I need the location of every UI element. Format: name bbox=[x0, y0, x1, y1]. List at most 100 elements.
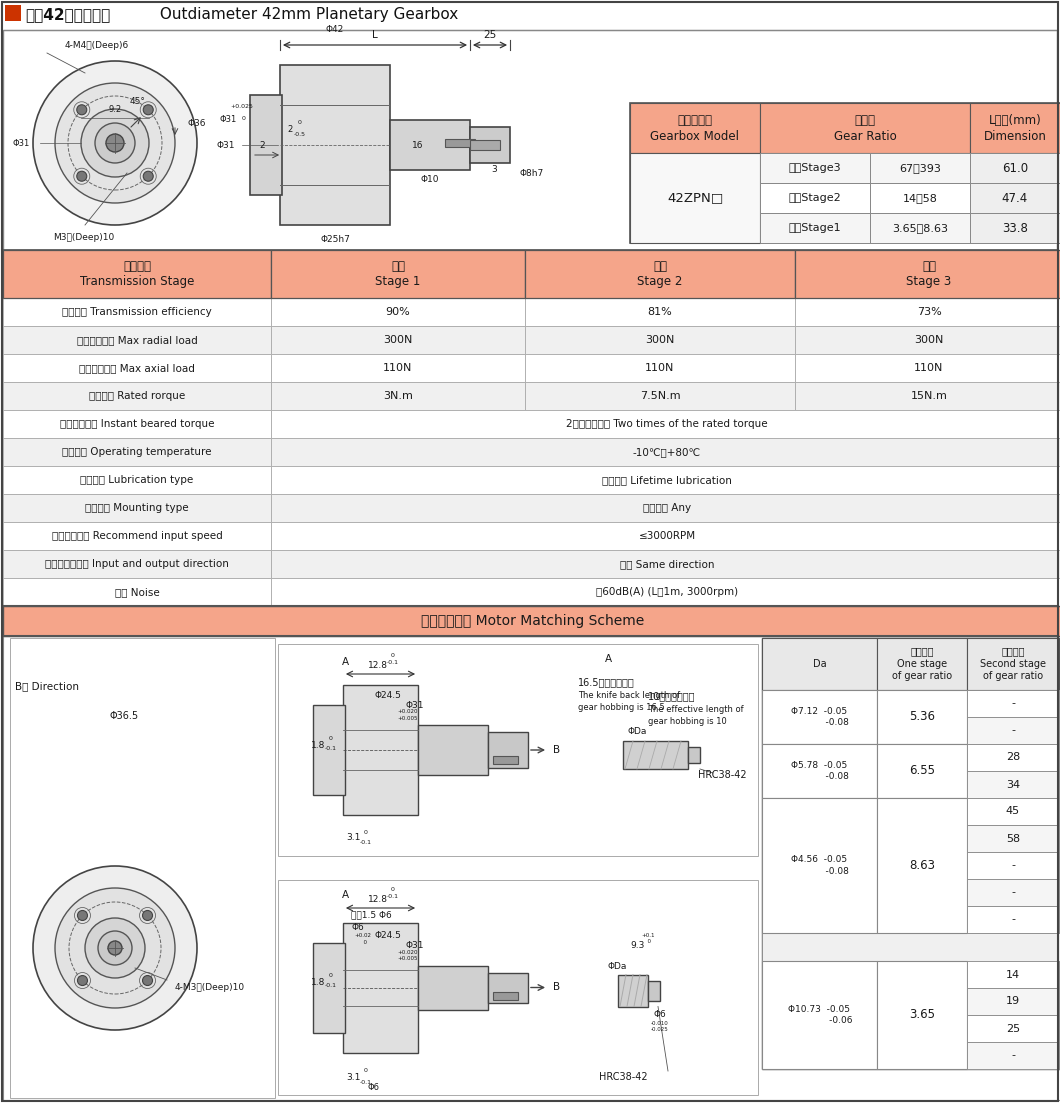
Bar bbox=[493, 756, 518, 764]
Text: ≤3000RPM: ≤3000RPM bbox=[638, 531, 695, 540]
Bar bbox=[970, 103, 1060, 153]
Text: 三级
Stage 3: 三级 Stage 3 bbox=[906, 259, 952, 289]
Bar bbox=[762, 961, 877, 1069]
Bar bbox=[877, 797, 967, 933]
Text: 3N.m: 3N.m bbox=[383, 390, 413, 401]
Bar bbox=[271, 298, 525, 326]
Bar bbox=[967, 1042, 1059, 1069]
Text: -0.1: -0.1 bbox=[360, 1080, 372, 1084]
Bar bbox=[870, 183, 970, 213]
Text: 9.3: 9.3 bbox=[631, 941, 646, 950]
Circle shape bbox=[55, 83, 175, 203]
Bar bbox=[525, 326, 795, 354]
Text: 3.65～8.63: 3.65～8.63 bbox=[893, 223, 948, 233]
Bar bbox=[630, 103, 1060, 243]
Bar bbox=[271, 550, 1060, 578]
Bar bbox=[762, 1042, 877, 1069]
Text: 15N.m: 15N.m bbox=[911, 390, 948, 401]
Text: 1.8: 1.8 bbox=[311, 978, 325, 987]
Text: 相同 Same direction: 相同 Same direction bbox=[620, 559, 714, 569]
Text: -0.5: -0.5 bbox=[294, 131, 306, 137]
Bar bbox=[967, 988, 1059, 1015]
Text: ＜60dB(A) (L＝1m, 3000rpm): ＜60dB(A) (L＝1m, 3000rpm) bbox=[596, 587, 738, 597]
Bar bbox=[877, 852, 967, 879]
Text: B向 Direction: B向 Direction bbox=[15, 681, 80, 690]
Text: Φ24.5: Φ24.5 bbox=[374, 931, 402, 940]
Text: 67～393: 67～393 bbox=[899, 163, 941, 173]
Text: The effective length of: The effective length of bbox=[648, 706, 744, 715]
Bar bbox=[967, 1015, 1059, 1042]
Text: 润滑方式 Lubrication type: 润滑方式 Lubrication type bbox=[81, 475, 194, 485]
Bar bbox=[877, 1042, 967, 1069]
Text: 58: 58 bbox=[1006, 834, 1020, 844]
Text: 最大轴向负载 Max axial load: 最大轴向负载 Max axial load bbox=[80, 363, 195, 373]
Bar bbox=[762, 933, 1060, 961]
Bar bbox=[3, 382, 271, 410]
Text: Outdiameter 42mm Planetary Gearbox: Outdiameter 42mm Planetary Gearbox bbox=[155, 8, 458, 22]
Bar bbox=[3, 250, 271, 298]
Circle shape bbox=[76, 171, 87, 181]
Bar bbox=[877, 906, 967, 933]
Bar bbox=[795, 382, 1060, 410]
Text: 最大径向负载 Max radial load: 最大径向负载 Max radial load bbox=[76, 335, 197, 345]
Text: 传动效率 Transmission efficiency: 传动效率 Transmission efficiency bbox=[63, 307, 212, 317]
Bar bbox=[313, 705, 344, 795]
Bar bbox=[271, 438, 1060, 465]
Bar bbox=[271, 382, 525, 410]
Bar bbox=[877, 638, 967, 690]
Bar bbox=[762, 797, 877, 825]
Text: ΦDa: ΦDa bbox=[608, 962, 628, 971]
Text: 3.1: 3.1 bbox=[346, 1072, 360, 1082]
Bar bbox=[877, 879, 967, 906]
Bar bbox=[762, 961, 877, 988]
Text: 7.5N.m: 7.5N.m bbox=[639, 390, 681, 401]
Text: 14: 14 bbox=[1006, 970, 1020, 979]
Text: M3深(Deep)10: M3深(Deep)10 bbox=[53, 233, 114, 242]
Text: -0.1: -0.1 bbox=[325, 983, 337, 988]
Bar bbox=[967, 745, 1059, 771]
Bar bbox=[967, 852, 1059, 879]
Bar bbox=[10, 638, 275, 1097]
Text: Φ8h7: Φ8h7 bbox=[520, 169, 544, 178]
Text: 3.65: 3.65 bbox=[909, 1008, 935, 1021]
Bar bbox=[488, 973, 528, 1003]
Text: 二级Stage2: 二级Stage2 bbox=[789, 193, 842, 203]
Bar bbox=[271, 494, 1060, 522]
Text: 0: 0 bbox=[298, 120, 302, 126]
Text: 16.5滚齿退刀长度: 16.5滚齿退刀长度 bbox=[578, 677, 635, 687]
Bar bbox=[250, 95, 282, 195]
Text: -: - bbox=[1011, 698, 1015, 708]
Text: 8.63: 8.63 bbox=[909, 859, 935, 872]
Bar bbox=[313, 942, 344, 1032]
Bar bbox=[630, 153, 760, 243]
Bar bbox=[525, 250, 795, 298]
Bar bbox=[688, 747, 700, 763]
Bar bbox=[762, 906, 877, 933]
Text: Φ31: Φ31 bbox=[406, 700, 424, 709]
Text: 1.8: 1.8 bbox=[311, 740, 325, 750]
Circle shape bbox=[33, 866, 197, 1030]
Text: -0.010
-0.025: -0.010 -0.025 bbox=[651, 1021, 669, 1032]
Bar bbox=[623, 741, 688, 769]
Bar bbox=[278, 880, 758, 1095]
Bar bbox=[967, 797, 1059, 825]
Text: Φ10: Φ10 bbox=[421, 175, 439, 184]
Text: 减速筱型号
Gearbox Model: 减速筱型号 Gearbox Model bbox=[651, 114, 740, 142]
Text: B: B bbox=[553, 983, 560, 993]
Text: 0: 0 bbox=[329, 973, 333, 978]
Text: 90%: 90% bbox=[386, 307, 410, 317]
Text: 45°: 45° bbox=[129, 96, 145, 106]
Bar bbox=[271, 578, 1060, 606]
Text: Φ6: Φ6 bbox=[351, 922, 364, 932]
Bar bbox=[760, 183, 870, 213]
Text: 47.4: 47.4 bbox=[1002, 192, 1028, 204]
Text: gear hobbing is 10: gear hobbing is 10 bbox=[648, 717, 727, 727]
Bar bbox=[967, 1042, 1059, 1069]
Bar bbox=[967, 690, 1059, 717]
Bar bbox=[271, 354, 525, 382]
Bar bbox=[877, 717, 967, 745]
Text: 输入与输出转向 Input and output direction: 输入与输出转向 Input and output direction bbox=[46, 559, 229, 569]
Text: 三级Stage3: 三级Stage3 bbox=[789, 163, 842, 173]
Bar bbox=[488, 732, 528, 768]
Bar bbox=[877, 745, 967, 797]
